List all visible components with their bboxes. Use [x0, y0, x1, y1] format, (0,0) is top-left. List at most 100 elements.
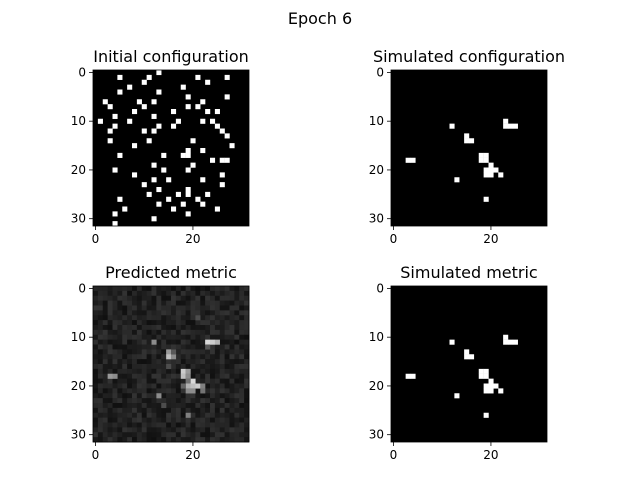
heatmap-noise-cell	[107, 305, 113, 311]
heatmap-noise-cell	[219, 305, 225, 311]
heatmap-noise-cell	[112, 305, 118, 311]
heatmap-noise-cell	[93, 300, 99, 306]
y-tick-label: 30	[369, 428, 384, 442]
heatmap-cell	[190, 378, 196, 384]
heatmap-noise-cell	[156, 422, 162, 428]
heatmap-noise-cell	[107, 407, 113, 414]
heatmap-noise-cell	[136, 378, 143, 384]
heatmap-noise-cell	[229, 286, 235, 292]
y-tick-label: 0	[78, 281, 86, 295]
heatmap-noise-cell	[224, 310, 230, 316]
heatmap-noise-cell	[132, 344, 138, 350]
heatmap-noise-cell	[93, 310, 99, 316]
heatmap-noise-cell	[205, 412, 211, 418]
heatmap-noise-cell	[229, 383, 235, 389]
heatmap-noise-cell	[156, 373, 162, 379]
heatmap-noise-cell	[122, 344, 128, 350]
heatmap-noise-cell	[229, 368, 235, 375]
heatmap-noise-cell	[136, 315, 143, 321]
heatmap-noise-cell	[161, 334, 167, 340]
heatmap-noise-cell	[93, 422, 99, 428]
heatmap-cell	[171, 109, 177, 115]
heatmap-noise-cell	[175, 290, 182, 297]
heatmap-noise-cell	[136, 359, 143, 365]
heatmap-noise-cell	[112, 364, 118, 370]
heatmap-noise-cell	[190, 398, 196, 404]
heatmap-noise-cell	[210, 412, 216, 418]
heatmap-noise-cell	[117, 432, 123, 438]
heatmap-noise-cell	[97, 300, 104, 306]
heatmap-cell	[185, 412, 191, 418]
heatmap-noise-cell	[190, 354, 196, 360]
heatmap-cell	[503, 339, 509, 345]
heatmap-noise-cell	[180, 427, 186, 433]
heatmap-noise-cell	[97, 344, 104, 350]
heatmap-noise-cell	[244, 354, 250, 360]
heatmap-noise-cell	[224, 407, 230, 414]
heatmap-noise-cell	[200, 290, 206, 297]
heatmap-noise-cell	[171, 432, 177, 438]
heatmap-cell	[214, 109, 220, 115]
heatmap-noise-cell	[185, 417, 191, 423]
heatmap-noise-cell	[244, 437, 250, 443]
heatmap-noise-cell	[107, 422, 113, 428]
heatmap-noise-cell	[195, 286, 201, 292]
heatmap-noise-cell	[224, 354, 230, 360]
heatmap-noise-cell	[234, 354, 240, 360]
heatmap-noise-cell	[166, 437, 172, 443]
heatmap-noise-cell	[132, 320, 138, 326]
heatmap-noise-cell	[185, 403, 191, 409]
heatmap-noise-cell	[122, 407, 128, 414]
heatmap-noise-cell	[112, 339, 118, 345]
heatmap-noise-cell	[127, 364, 133, 370]
y-tick-label: 20	[369, 379, 384, 393]
heatmap-cell	[200, 383, 206, 389]
heatmap-noise-cell	[117, 403, 123, 409]
heatmap-cell	[488, 162, 494, 168]
heatmap-noise-cell	[175, 300, 182, 306]
heatmap-noise-cell	[127, 305, 133, 311]
heatmap-noise-cell	[146, 398, 152, 404]
heatmap-noise-cell	[93, 349, 99, 355]
heatmap-noise-cell	[200, 349, 206, 355]
heatmap-noise-cell	[224, 388, 230, 394]
heatmap-noise-cell	[244, 295, 250, 301]
heatmap-noise-cell	[190, 427, 196, 433]
heatmap-cell	[132, 109, 138, 115]
heatmap-noise-cell	[200, 320, 206, 326]
heatmap-noise-cell	[141, 310, 147, 316]
heatmap-cell	[185, 187, 191, 193]
heatmap-noise-cell	[151, 329, 157, 336]
heatmap-noise-cell	[205, 329, 211, 336]
heatmap-noise-cell	[205, 417, 211, 423]
heatmap-noise-cell	[102, 398, 108, 404]
y-tick-label: 20	[71, 163, 86, 177]
heatmap-noise-cell	[214, 403, 221, 409]
heatmap-noise-cell	[190, 310, 196, 316]
heatmap-noise-cell	[127, 315, 133, 321]
heatmap-noise-cell	[234, 393, 240, 399]
heatmap-noise-cell	[166, 339, 172, 345]
heatmap-noise-cell	[180, 398, 186, 404]
heatmap-noise-cell	[190, 344, 196, 350]
panel-title: Initial configuration	[93, 47, 249, 66]
heatmap-noise-cell	[107, 398, 113, 404]
heatmap-noise-cell	[219, 417, 225, 423]
heatmap-noise-cell	[224, 305, 230, 311]
heatmap-noise-cell	[132, 359, 138, 365]
heatmap-noise-cell	[112, 412, 118, 418]
heatmap-noise-cell	[175, 422, 182, 428]
heatmap-noise-cell	[112, 407, 118, 414]
heatmap-noise-cell	[107, 310, 113, 316]
heatmap-noise-cell	[141, 398, 147, 404]
heatmap-noise-cell	[219, 373, 225, 379]
heatmap-noise-cell	[185, 393, 191, 399]
heatmap-cell	[410, 157, 416, 163]
heatmap-noise-cell	[141, 354, 147, 360]
heatmap-noise-cell	[127, 373, 133, 379]
heatmap-noise-cell	[214, 412, 221, 418]
y-tick-label: 10	[369, 330, 384, 344]
heatmap-noise-cell	[122, 388, 128, 394]
heatmap-noise-cell	[141, 290, 147, 297]
heatmap-noise-cell	[151, 364, 157, 370]
